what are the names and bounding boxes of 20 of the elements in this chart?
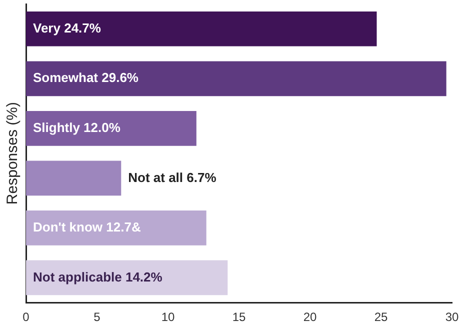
category-label: Don't know 12.7& bbox=[33, 220, 141, 235]
bar bbox=[26, 260, 228, 296]
category-label: Very 24.7% bbox=[33, 20, 101, 36]
bar bbox=[26, 210, 206, 246]
x-tick-label: 0 bbox=[22, 310, 30, 324]
bar bbox=[26, 61, 446, 96]
bar bbox=[26, 11, 377, 46]
x-tick-label: 25 bbox=[374, 310, 388, 324]
x-tick-label: 15 bbox=[232, 310, 246, 324]
y-axis-title: Responses (%) bbox=[4, 102, 22, 205]
category-label: Somewhat 29.6% bbox=[33, 70, 138, 86]
bar bbox=[26, 160, 122, 196]
x-tick-label: 20 bbox=[303, 310, 317, 324]
category-label: Not at all 6.7% bbox=[128, 170, 216, 185]
category-label: Slightly 12.0% bbox=[33, 120, 120, 135]
x-tick-label: 5 bbox=[94, 310, 101, 324]
x-tick-label: 30 bbox=[445, 310, 459, 324]
category-label: Not applicable 14.2% bbox=[33, 269, 162, 284]
x-tick-label: 10 bbox=[161, 310, 175, 324]
bar bbox=[26, 111, 196, 146]
